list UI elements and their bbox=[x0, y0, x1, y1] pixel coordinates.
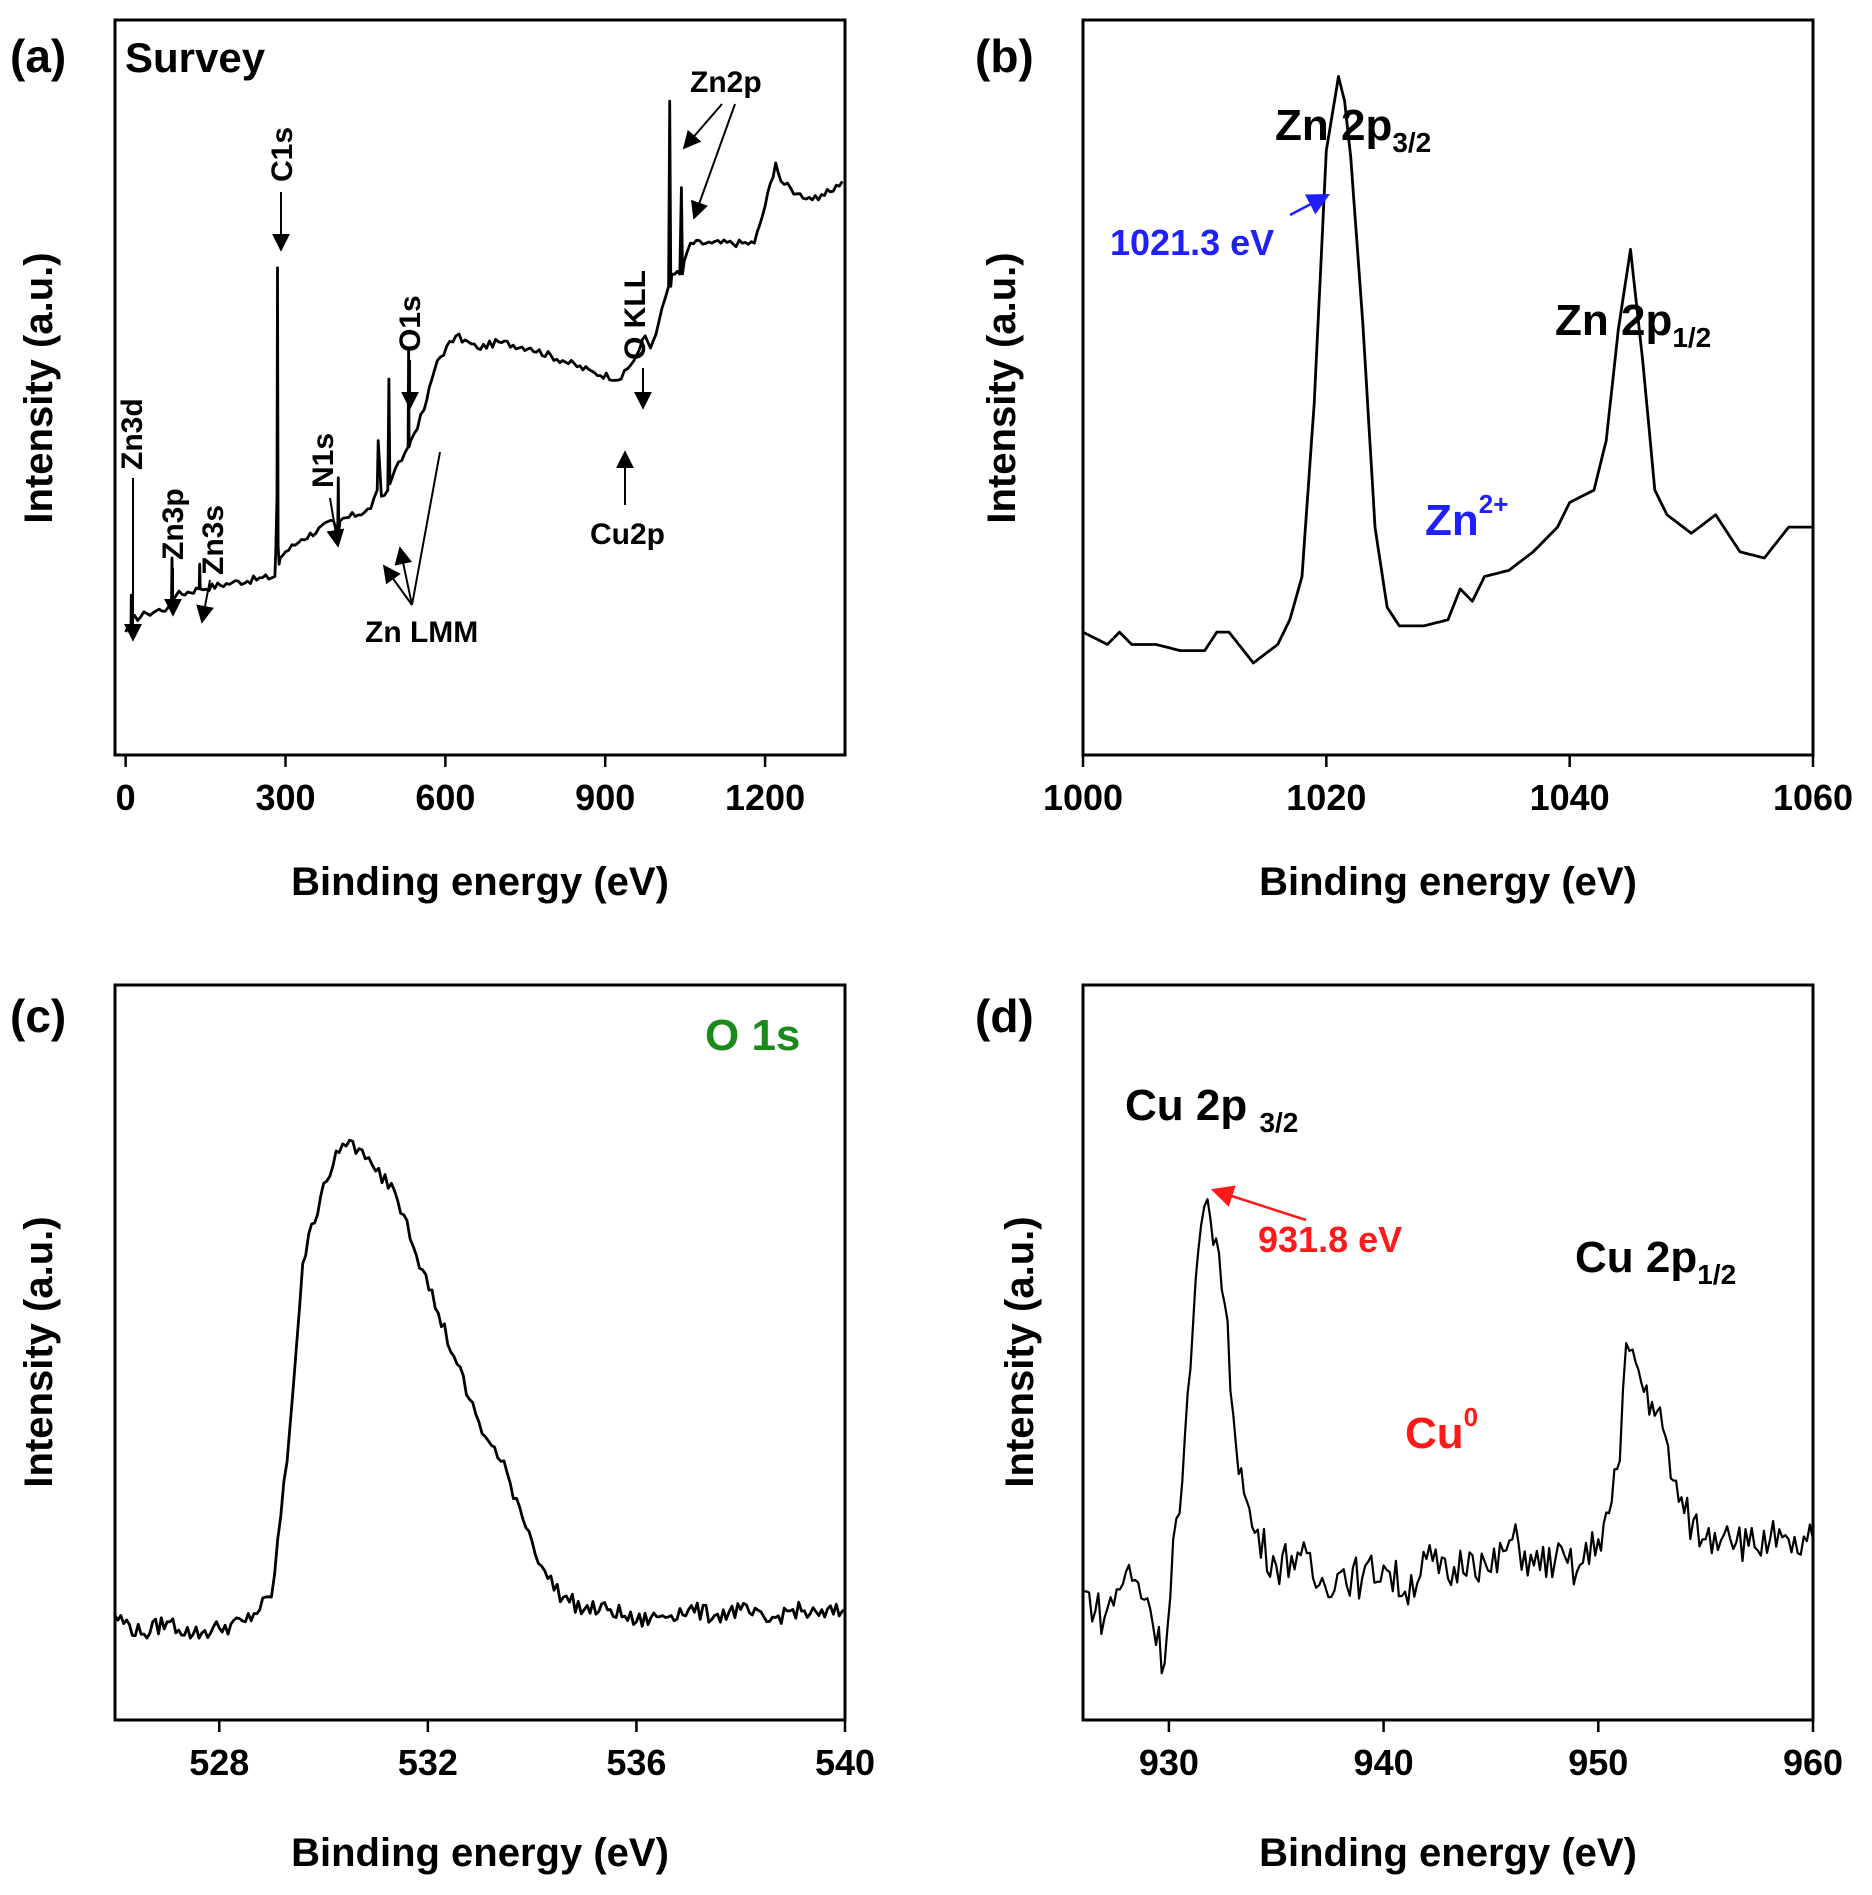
arrow-zn-lmm-2 bbox=[394, 546, 413, 606]
series-line-b bbox=[1082, 75, 1813, 665]
panel-b: 1000 1020 1040 1060 (b) Intensity (a.u.) Bi… bbox=[975, 18, 1853, 904]
x-tick-label-b-1040: 1040 bbox=[1530, 777, 1610, 818]
panel-label-d: (d) bbox=[975, 990, 1034, 1042]
y-axis-label-b: Intensity (a.u.) bbox=[980, 252, 1024, 523]
label-cu2p32-main: Cu 2p bbox=[1125, 1081, 1259, 1130]
x-tick-label-a-1200: 1200 bbox=[725, 777, 805, 818]
label-cu2p12-sub: 1/2 bbox=[1697, 1259, 1736, 1290]
x-tick-label-b-1020: 1020 bbox=[1286, 777, 1366, 818]
x-ticks-b: 1000 1020 1040 1060 bbox=[1043, 755, 1853, 818]
label-n1s: N1s bbox=[307, 433, 340, 488]
label-zn2p32: Zn 2p3/2 bbox=[1275, 101, 1431, 158]
arrow-zn2p-2 bbox=[691, 103, 736, 220]
x-tick-label-d-950: 950 bbox=[1568, 1742, 1628, 1783]
arrow-zn3s bbox=[196, 579, 214, 624]
panel-label-c: (c) bbox=[10, 990, 66, 1042]
x-tick-label-a-300: 300 bbox=[255, 777, 315, 818]
label-o-kll: O KLL bbox=[619, 270, 652, 360]
panel-label-a: (a) bbox=[10, 30, 66, 82]
label-zn2p12: Zn 2p1/2 bbox=[1555, 296, 1711, 353]
series-line-c bbox=[113, 1138, 846, 1640]
panel-d: 930 940 950 960 (d) Intensity (a.u.) Bindin… bbox=[975, 983, 1843, 1875]
label-zn2p12-main: Zn 2p bbox=[1555, 296, 1672, 345]
label-zn2p32-main: Zn 2p bbox=[1275, 101, 1392, 150]
panel-label-b: (b) bbox=[975, 30, 1034, 82]
label-zn2p12-sub: 1/2 bbox=[1672, 322, 1711, 353]
y-axis-label-d: Intensity (a.u.) bbox=[998, 1216, 1042, 1487]
plot-frame-c bbox=[113, 983, 847, 1722]
label-cu2p32: Cu 2p 3/2 bbox=[1125, 1081, 1298, 1138]
x-tick-label-c-540: 540 bbox=[815, 1742, 875, 1783]
series-line-d bbox=[1082, 1198, 1815, 1675]
x-axis-label-c: Binding energy (eV) bbox=[291, 1831, 669, 1875]
x-tick-label-c-528: 528 bbox=[189, 1742, 249, 1783]
x-axis-label-b: Binding energy (eV) bbox=[1259, 860, 1637, 904]
label-zn2p: Zn2p bbox=[690, 66, 762, 99]
label-zn3s: Zn3s bbox=[197, 505, 230, 575]
x-tick-label-b-1060: 1060 bbox=[1773, 777, 1853, 818]
arrow-n1s bbox=[326, 497, 345, 548]
x-ticks-a: 0 300 600 900 1200 bbox=[116, 755, 805, 818]
label-zn-lmm: Zn LMM bbox=[365, 616, 478, 649]
x-tick-label-c-536: 536 bbox=[606, 1742, 666, 1783]
label-cu2p12-main: Cu 2p bbox=[1575, 1233, 1697, 1282]
x-tick-label-d-930: 930 bbox=[1139, 1742, 1199, 1783]
label-cu2p: Cu2p bbox=[590, 518, 665, 551]
x-tick-label-b-1000: 1000 bbox=[1043, 777, 1123, 818]
arrow-zn2p-1 bbox=[682, 103, 723, 150]
x-tick-label-d-960: 960 bbox=[1783, 1742, 1843, 1783]
x-tick-label-d-940: 940 bbox=[1354, 1742, 1414, 1783]
series-line-a bbox=[124, 99, 844, 633]
y-axis-label-a: Intensity (a.u.) bbox=[17, 252, 61, 523]
arrow-cu-peak bbox=[1210, 1185, 1307, 1222]
x-ticks-c: 528 532 536 540 bbox=[189, 1720, 875, 1783]
x-tick-label-a-900: 900 bbox=[575, 777, 635, 818]
y-axis-label-c: Intensity (a.u.) bbox=[17, 1216, 61, 1487]
panel-a: 0 300 600 900 1200 (a) Survey Intensity (a.u… bbox=[10, 18, 847, 904]
label-cu-state-main: Cu bbox=[1405, 1409, 1464, 1458]
arrow-zn-lmm-1 bbox=[382, 564, 413, 606]
x-ticks-d: 930 940 950 960 bbox=[1139, 1720, 1843, 1783]
x-axis-label-d: Binding energy (eV) bbox=[1259, 1831, 1637, 1875]
label-zn3p: Zn3p bbox=[157, 488, 190, 560]
label-o1s: O1s bbox=[394, 295, 427, 352]
label-cu2p12: Cu 2p1/2 bbox=[1575, 1233, 1736, 1290]
x-axis-label-a: Binding energy (eV) bbox=[291, 860, 669, 904]
label-cu-state: Cu0 bbox=[1405, 1402, 1478, 1458]
panel-c: 528 532 536 540 (c) O 1s Intensity (a.u.) B… bbox=[10, 983, 875, 1875]
label-zn3d: Zn3d bbox=[116, 398, 149, 470]
arrow-zn-peak bbox=[1289, 193, 1330, 217]
x-tick-label-a-0: 0 bbox=[116, 777, 136, 818]
plot-frame-d bbox=[1081, 983, 1815, 1722]
label-c1s: C1s bbox=[266, 127, 299, 182]
x-tick-label-a-600: 600 bbox=[415, 777, 475, 818]
label-zn2p32-sub: 3/2 bbox=[1392, 127, 1431, 158]
label-zn-peak-energy: 1021.3 eV bbox=[1110, 222, 1274, 263]
plot-frame-b bbox=[1081, 18, 1815, 757]
label-zn-state-sup: 2+ bbox=[1479, 489, 1509, 519]
o1s-title: O 1s bbox=[705, 1011, 800, 1060]
label-zn-state-main: Zn bbox=[1425, 496, 1479, 545]
label-cu2p32-sub: 3/2 bbox=[1259, 1107, 1298, 1138]
label-cu-peak-energy: 931.8 eV bbox=[1258, 1219, 1402, 1260]
label-cu-state-sup: 0 bbox=[1464, 1402, 1478, 1432]
arrow-zn-lmm-3 bbox=[411, 451, 441, 606]
survey-title: Survey bbox=[125, 34, 266, 81]
x-tick-label-c-532: 532 bbox=[398, 1742, 458, 1783]
plot-frame-a bbox=[113, 18, 847, 757]
label-zn-state: Zn2+ bbox=[1425, 489, 1508, 545]
